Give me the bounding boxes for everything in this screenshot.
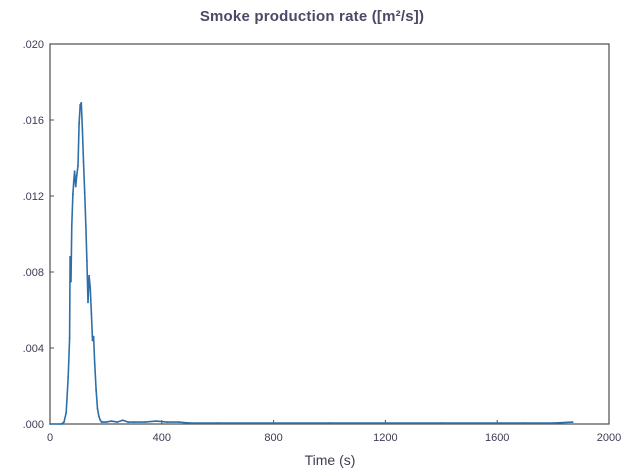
x-tick-label: 1200 — [373, 432, 397, 444]
data-point — [70, 223, 73, 226]
data-point — [81, 128, 84, 131]
data-point — [95, 388, 98, 391]
data-point — [127, 421, 130, 423]
plot-frame — [49, 43, 610, 425]
data-point — [91, 339, 94, 342]
y-tick-label: .008 — [23, 267, 44, 279]
data-point — [440, 422, 443, 424]
data-point — [384, 422, 387, 424]
data-point — [121, 419, 124, 422]
x-tick-label: 0 — [47, 432, 53, 444]
y-tick-label: .004 — [23, 343, 44, 355]
data-point — [116, 421, 118, 423]
data-point — [155, 420, 158, 423]
data-point — [92, 335, 95, 338]
data-point — [105, 421, 107, 423]
x-tick-label: 2000 — [597, 432, 621, 444]
data-point — [496, 422, 499, 424]
data-point — [65, 411, 68, 414]
data-point — [80, 102, 83, 104]
data-point — [90, 312, 93, 315]
data-point — [132, 421, 135, 423]
data-point — [88, 274, 91, 277]
data-point — [72, 179, 75, 182]
data-point — [63, 421, 65, 423]
data-point — [84, 223, 87, 226]
data-point — [70, 280, 72, 283]
data-point — [100, 421, 103, 423]
data-point — [177, 421, 180, 423]
chart-title: Smoke production rate ([m²/s]) — [199, 8, 425, 25]
data-point — [79, 103, 82, 106]
y-tick-label: .012 — [23, 191, 44, 203]
data-point — [98, 415, 100, 418]
data-point — [216, 422, 219, 424]
data-point — [144, 421, 146, 423]
data-point — [68, 337, 71, 340]
data-point — [93, 362, 96, 365]
data-point — [96, 407, 99, 410]
data-point — [272, 422, 275, 424]
data-point — [571, 421, 574, 423]
data-point — [85, 259, 88, 262]
data-point — [78, 122, 80, 125]
data-point — [73, 170, 76, 173]
data-point — [524, 422, 527, 424]
data-point — [89, 286, 92, 289]
data-point — [49, 423, 51, 425]
y-tick-label: .016 — [23, 115, 44, 127]
data-point — [75, 174, 78, 177]
data-point — [166, 421, 169, 423]
data-point — [60, 423, 63, 425]
data-point — [99, 419, 102, 422]
x-axis-label: Time (s) — [304, 452, 356, 468]
y-tick-label: .000 — [23, 419, 44, 431]
data-point — [83, 191, 86, 194]
data-point — [102, 421, 105, 423]
data-point — [552, 422, 554, 424]
data-point — [188, 422, 191, 424]
data-point — [82, 160, 85, 163]
data-point — [77, 164, 79, 167]
data-point — [110, 420, 113, 423]
data-point — [74, 185, 77, 188]
data-point — [87, 301, 89, 304]
data-point — [328, 422, 331, 424]
series-line — [50, 102, 573, 425]
x-tick-label: 400 — [153, 432, 171, 444]
data-point — [72, 193, 74, 196]
data-point — [69, 255, 72, 258]
y-tick-label: .020 — [23, 39, 44, 51]
data-point — [67, 375, 70, 378]
x-tick-label: 1600 — [485, 432, 509, 444]
x-tick-label: 800 — [264, 432, 282, 444]
